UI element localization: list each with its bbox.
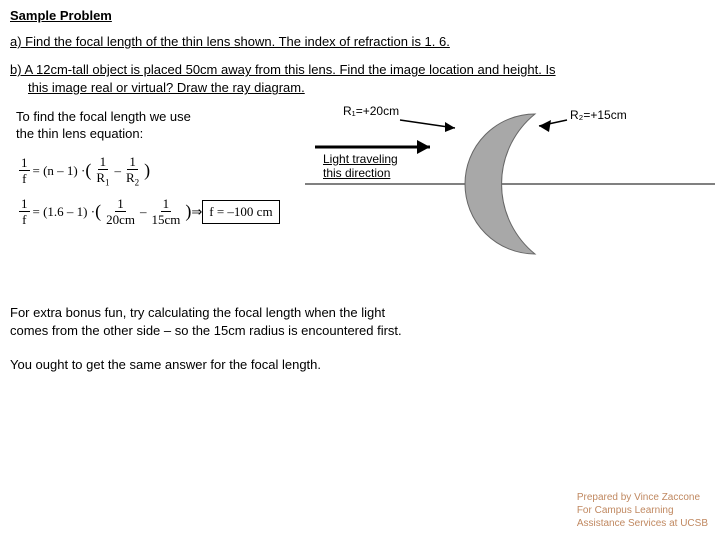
eq2-lhs-num: 1 [19, 197, 30, 212]
eq2-t2-num: 1 [161, 197, 172, 212]
title: Sample Problem [10, 8, 710, 23]
eq1-r2-sub: 2 [135, 177, 140, 187]
eq1-minus: – [115, 163, 122, 179]
eq1-r1-frac: 1 R1 [94, 155, 111, 188]
equation-2: 1 f = (1.6 – 1) · ( 1 20cm – 1 15cm ) ⇒ … [16, 197, 296, 226]
light-label-line1: Light traveling [323, 152, 398, 166]
eq2-t1-den: 20cm [104, 212, 137, 226]
lens-diagram: R₁=+20cm R₂=+15cm Light traveling this d… [305, 102, 715, 282]
equation-1: 1 f = (n – 1) · ( 1 R1 – 1 R2 ) [16, 155, 296, 188]
footer-line2: For Campus Learning [577, 504, 708, 517]
page-container: Sample Problem a) Find the focal length … [0, 0, 720, 540]
eq2-arrow: ⇒ [191, 204, 202, 220]
same-answer-text: You ought to get the same answer for the… [10, 356, 710, 374]
r1-pointer-head [445, 122, 455, 132]
bonus-line1: For extra bonus fun, try calculating the… [10, 305, 385, 320]
eq1-r1-sub: 1 [105, 177, 110, 187]
footer-line1: Prepared by Vince Zaccone [577, 491, 708, 504]
diagram-svg [305, 102, 715, 262]
eq1-op: = (n – 1) · [33, 163, 86, 179]
lens-intro-line2: the thin lens equation: [16, 126, 143, 141]
eq2-t1-num: 1 [115, 197, 126, 212]
r2-label: R₂=+15cm [570, 108, 627, 122]
eq1-lhs-den: f [20, 171, 28, 185]
eq1-r2-num: 1 [127, 155, 138, 170]
eq2-t2-frac: 1 15cm [149, 197, 182, 226]
eq1-r2-den-r: R [126, 170, 135, 185]
eq2-t1-frac: 1 20cm [104, 197, 137, 226]
eq1-lhs-num: 1 [19, 156, 30, 171]
eq2-pref: = (1.6 – 1) · [33, 204, 96, 220]
eq1-r1-den: R1 [94, 170, 111, 188]
light-arrow-head [417, 140, 430, 154]
part-b-line2: this image real or virtual? Draw the ray… [10, 79, 710, 97]
eq2-lhs-frac: 1 f [19, 197, 30, 226]
eq1-r2-frac: 1 R2 [124, 155, 141, 188]
eq1-r1-den-r: R [96, 170, 105, 185]
light-label: Light traveling this direction [323, 152, 398, 181]
eq1-r2-den: R2 [124, 170, 141, 188]
eq2-lhs-den: f [20, 212, 28, 226]
light-label-line2: this direction [323, 166, 390, 180]
eq2-minus: – [140, 204, 147, 220]
r2-pointer-head [539, 120, 551, 132]
part-b: b) A 12cm-tall object is placed 50cm awa… [10, 61, 710, 97]
bonus-line2: comes from the other side – so the 15cm … [10, 323, 402, 338]
lens-intro: To find the focal length we use the thin… [16, 108, 296, 143]
r1-label: R₁=+20cm [343, 104, 399, 118]
footer-line3: Assistance Services at UCSB [577, 517, 708, 530]
eq2-t2-den: 15cm [149, 212, 182, 226]
left-column: To find the focal length we use the thin… [16, 108, 296, 237]
part-a: a) Find the focal length of the thin len… [10, 33, 710, 51]
eq1-r1-num: 1 [98, 155, 109, 170]
footer: Prepared by Vince Zaccone For Campus Lea… [577, 491, 708, 530]
eq1-lhs-frac: 1 f [19, 156, 30, 185]
part-b-line1: b) A 12cm-tall object is placed 50cm awa… [10, 62, 556, 77]
lens-intro-line1: To find the focal length we use [16, 109, 191, 124]
content-row: To find the focal length we use the thin… [10, 108, 710, 288]
result-box: f = –100 cm [202, 200, 279, 224]
bonus-text: For extra bonus fun, try calculating the… [10, 304, 710, 340]
